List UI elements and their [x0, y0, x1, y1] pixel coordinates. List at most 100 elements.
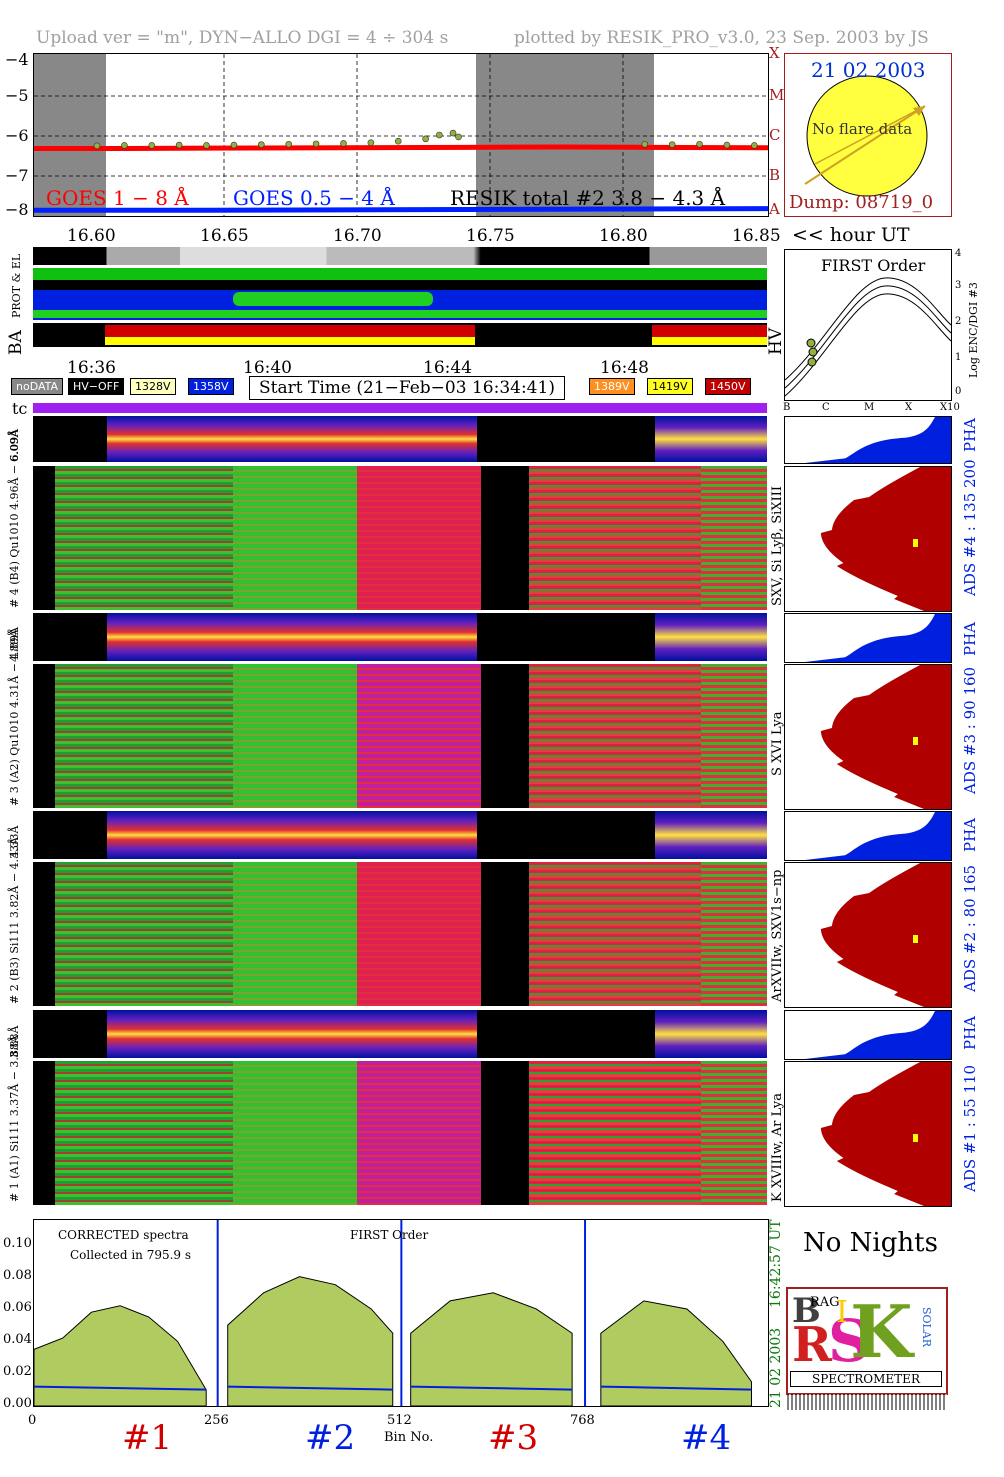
ads-marker: [913, 539, 918, 547]
resik-point: [668, 141, 676, 148]
fo-ytick-1: 1: [955, 352, 962, 363]
pha-histogram: [805, 1011, 951, 1059]
spec-date-label: 21 02 2003: [768, 1327, 784, 1408]
spectrogram-3: [33, 664, 767, 808]
line4-label: SXV, Si Lyβ, SiXIII: [770, 486, 785, 606]
pha-histogram: [805, 417, 951, 463]
resik-logo: B RAG R S K I SOLAR SPECTROMETER: [786, 1287, 948, 1395]
goes-xtick-5: 16.80: [599, 226, 648, 246]
ads3-label: ADS #3 : 90 160: [961, 666, 979, 794]
spectrogram-5: [33, 862, 767, 1006]
resik-point: [751, 142, 758, 149]
prot-green-bottom: [33, 310, 767, 318]
spectrum-area-4: [600, 1300, 752, 1407]
channel-label-2: #2: [305, 1418, 356, 1458]
ads-panel-3: [784, 664, 952, 810]
goes-ytick-3: −6: [5, 126, 29, 145]
hv-label: HV: [766, 327, 786, 355]
first-order-svg: [784, 277, 952, 397]
resik-point: [436, 131, 443, 139]
spectrum-area-3: [410, 1292, 573, 1407]
ba-label: BA: [6, 330, 26, 355]
tc-label: tc: [12, 399, 28, 418]
line1-label: K XVIIIw, Ar Lya: [770, 1093, 785, 1202]
line3-label: S XVI Lya: [770, 711, 785, 776]
goes-xtick-2: 16.65: [200, 226, 249, 246]
sun-svg: [804, 75, 928, 197]
spectrum-bg-1: [33, 1385, 207, 1391]
ads2-label: ADS #2 : 80 165: [961, 864, 979, 992]
class-x: X: [769, 44, 780, 62]
resik-point: [367, 139, 375, 147]
goes-plot: [33, 53, 769, 217]
ads-histogram: [820, 665, 951, 809]
first-order-curve-1: [784, 277, 952, 381]
line2-label: ArXVIIw, SXV1s−np: [770, 869, 785, 1002]
ads4-label: ADS #4 : 135 200: [961, 459, 979, 596]
logo-letter-i: I: [836, 1295, 848, 1330]
spec-ytick-004: 0.04: [3, 1332, 32, 1347]
goes-xtick-1: 16.60: [67, 226, 116, 246]
ba-red-2: [652, 325, 767, 337]
fo-xtick-x: X: [905, 402, 913, 413]
first-order-panel: FIRST Order: [784, 249, 952, 401]
ads-marker: [913, 737, 918, 745]
logo-letter-b: B: [792, 1291, 821, 1331]
fo-xtick-b: B: [783, 402, 791, 413]
prot-black-stripe: [33, 280, 767, 290]
prot-el-bar: [33, 268, 767, 320]
resik-point: [641, 140, 649, 148]
pha-svg-7: [820, 1062, 951, 1206]
spec-ytick-010: 0.10: [3, 1236, 32, 1251]
goes-xtick-4: 16.75: [466, 226, 515, 246]
ads-histogram: [820, 467, 951, 611]
channel-label-4: #4: [681, 1418, 732, 1458]
time-tick-2: 16:40: [243, 358, 292, 378]
ads-histogram: [820, 1062, 951, 1206]
resik-point: [312, 140, 320, 148]
spec-time-label: 16:42:57 UT: [768, 1219, 784, 1308]
pha-panel-4: [784, 811, 952, 861]
resik-point: [285, 140, 293, 148]
ba-red-1: [105, 325, 475, 337]
status-grayscale-bar: [33, 247, 767, 265]
resik-point: [449, 129, 457, 137]
badge-hvoff: HV−OFF: [68, 378, 125, 395]
resik-point: [422, 135, 429, 143]
hv-yellow-2: [652, 337, 767, 345]
fo-ytick-3: 3: [955, 280, 962, 291]
spectrum-text1: CORRECTED spectra: [58, 1228, 189, 1242]
tc-bar: [33, 403, 767, 413]
pha-histogram: [805, 614, 951, 662]
sun-message: No flare data: [812, 120, 913, 138]
resik-point: [723, 141, 731, 149]
class-a: A: [769, 200, 780, 218]
ch1-label: # 1 (A1) Si111 3.37Å − 3.88Å: [8, 1035, 21, 1202]
spec-xtick-512: 512: [387, 1413, 412, 1428]
sun-arrow-2: [814, 105, 926, 165]
ads1-label: ADS #1 : 55 110: [961, 1064, 979, 1192]
resik-point: [148, 142, 156, 149]
resik-point: [175, 141, 183, 149]
first-order-title: FIRST Order: [821, 256, 926, 275]
goes-xtick-6: 16.85: [732, 226, 781, 246]
class-m: M: [769, 86, 785, 104]
pha-label-1: PHA: [961, 1015, 979, 1050]
spectrogram-6: [33, 1010, 767, 1058]
spectrum-area-1: [33, 1305, 207, 1407]
ch2-label: # 2 (B3) Si111 3.82Å − 4.33Å: [8, 837, 21, 1004]
spectrum-bg-2: [227, 1385, 393, 1391]
ads-histogram: [820, 863, 951, 1007]
resik-point: [394, 137, 402, 145]
spec-xtick-256: 256: [204, 1413, 229, 1428]
sun-dump: Dump: 08719_0: [789, 192, 934, 213]
spectrum-title: FIRST Order: [350, 1228, 429, 1242]
time-tick-1: 16:36: [67, 358, 116, 378]
goes-svg: [34, 54, 769, 216]
goes-ytick-1: −4: [5, 50, 29, 69]
ads-marker: [913, 935, 918, 943]
prot-green-blob: [233, 292, 433, 306]
ch4-label: # 4 (B4) Qu1010 4.96Å − 6.09Å: [8, 428, 21, 608]
goes-line-1: [34, 206, 769, 213]
goes-line-0: [34, 144, 769, 151]
